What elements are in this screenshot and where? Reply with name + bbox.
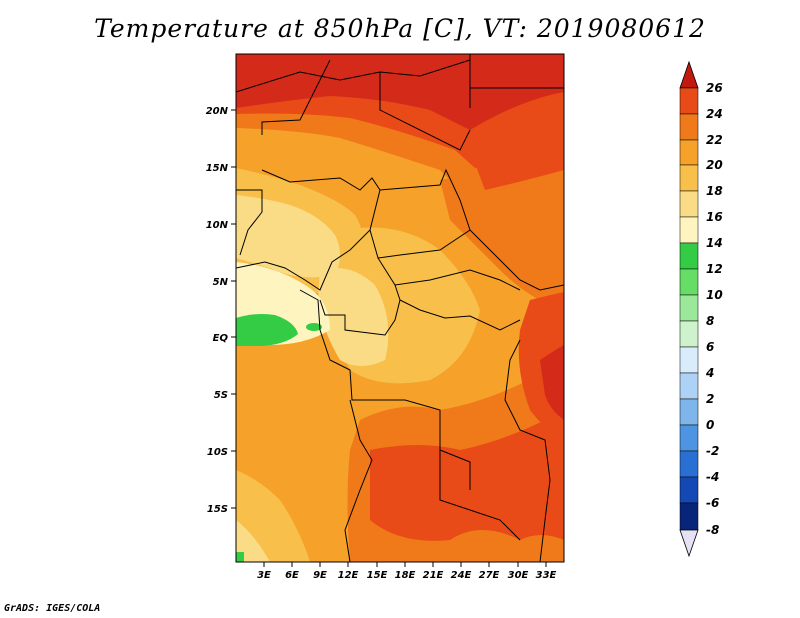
colorbar-label: 16 bbox=[706, 210, 723, 224]
field-26 bbox=[236, 54, 564, 130]
lon-label: 21E bbox=[423, 570, 444, 581]
colorbar-label: 2 bbox=[706, 392, 714, 406]
colorbar-label: 8 bbox=[706, 314, 714, 328]
colorbar-bin bbox=[679, 450, 699, 478]
colorbar-label: 6 bbox=[706, 340, 714, 354]
colorbar-bin bbox=[679, 424, 699, 452]
lon-label: 24E bbox=[451, 570, 472, 581]
lat-label: 10N bbox=[206, 220, 229, 231]
colorbar-bin bbox=[679, 398, 699, 426]
field-12-patch bbox=[306, 323, 322, 331]
colorbar-bin bbox=[679, 476, 699, 504]
field-12-gulf bbox=[236, 314, 298, 346]
field-24-ne bbox=[470, 132, 564, 190]
country-borders bbox=[236, 54, 564, 562]
field-16-central bbox=[318, 267, 389, 366]
colorbar-bin bbox=[679, 113, 699, 141]
colorbar-label: 22 bbox=[706, 133, 723, 147]
lon-label: 30E bbox=[508, 570, 529, 581]
field-24-south bbox=[370, 410, 564, 541]
colorbar-bin bbox=[679, 502, 699, 531]
lat-axis: 20N 15N 10N 5N EQ 5S 10S 15S bbox=[206, 106, 236, 515]
colorbar-bin bbox=[679, 268, 699, 296]
lon-label: 15E bbox=[367, 570, 388, 581]
map-title: Temperature at 850hPa [C], VT: 201908061… bbox=[94, 14, 706, 43]
colorbar-label: 4 bbox=[705, 366, 714, 380]
colorbar-label: 10 bbox=[706, 288, 723, 302]
lon-label: 27E bbox=[479, 570, 500, 581]
lat-label: 15N bbox=[206, 163, 229, 174]
lat-label: 5S bbox=[214, 390, 228, 401]
lon-axis: 3E 6E 9E 12E 15E 18E 21E 24E 27E 30E 33E bbox=[257, 562, 557, 581]
colorbar-bin bbox=[679, 294, 699, 322]
colorbar-bin bbox=[679, 164, 699, 192]
colorbar-label: 20 bbox=[706, 158, 723, 172]
colorbar-bottom-arrow bbox=[679, 529, 699, 558]
colorbar-bin bbox=[679, 87, 699, 115]
colorbar-label: 24 bbox=[706, 107, 723, 121]
colorbar-bin bbox=[679, 346, 699, 374]
field-22-ne bbox=[440, 150, 564, 310]
colorbar: 26 24 22 20 18 16 14 12 10 8 6 4 2 0 -2 … bbox=[679, 60, 723, 558]
colorbar-bin bbox=[679, 139, 699, 166]
field-16-atl bbox=[236, 520, 270, 562]
lon-label: 33E bbox=[536, 570, 557, 581]
colorbar-top-arrow bbox=[679, 60, 699, 89]
colorbar-label: 26 bbox=[706, 81, 723, 95]
colorbar-label: 0 bbox=[706, 418, 714, 432]
colorbar-label: 14 bbox=[706, 236, 723, 250]
colorbar-label: 18 bbox=[706, 184, 723, 198]
colorbar-label: -8 bbox=[706, 523, 719, 537]
lat-label: 20N bbox=[206, 106, 229, 117]
lat-label: 15S bbox=[207, 504, 228, 515]
lat-label: 5N bbox=[213, 277, 229, 288]
field-12-corner bbox=[236, 552, 244, 562]
colorbar-bin bbox=[679, 320, 699, 348]
lat-label: 10S bbox=[207, 447, 228, 458]
lon-label: 18E bbox=[395, 570, 416, 581]
colorbar-bin bbox=[679, 242, 699, 270]
colorbar-bin bbox=[679, 372, 699, 400]
colorbar-label: 12 bbox=[706, 262, 723, 276]
lon-label: 9E bbox=[313, 570, 327, 581]
colorbar-bin bbox=[679, 216, 699, 244]
temperature-field bbox=[236, 54, 564, 562]
footer-credit: GrADS: IGES/COLA bbox=[4, 603, 101, 614]
colorbar-label: -6 bbox=[706, 496, 719, 510]
map-frame bbox=[235, 53, 565, 563]
colorbar-label: -2 bbox=[706, 444, 719, 458]
colorbar-bin bbox=[679, 190, 699, 218]
lon-label: 12E bbox=[338, 570, 359, 581]
field-26-east bbox=[540, 345, 564, 420]
field-16-west bbox=[236, 195, 340, 278]
colorbar-label: -4 bbox=[706, 470, 719, 484]
lat-label: EQ bbox=[213, 333, 229, 344]
lon-label: 6E bbox=[285, 570, 299, 581]
lon-label: 3E bbox=[257, 570, 271, 581]
